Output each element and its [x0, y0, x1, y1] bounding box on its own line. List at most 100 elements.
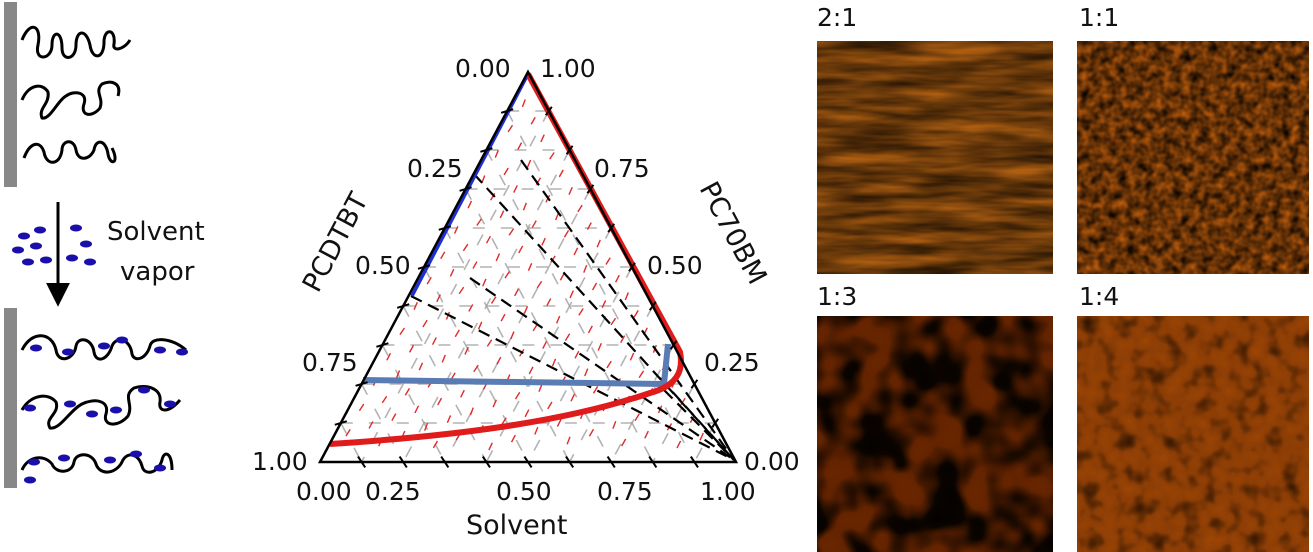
field-dash	[530, 116, 536, 125]
solvent-molecules	[12, 224, 96, 266]
field-dash	[476, 218, 482, 226]
field-dash	[514, 391, 521, 400]
bottom-axis-label: Solvent	[466, 510, 567, 541]
field-dash	[462, 243, 469, 252]
field-dash	[381, 395, 388, 404]
field-dash	[496, 356, 502, 365]
field-dash	[473, 364, 479, 373]
field-dash	[577, 204, 583, 213]
axis-tick	[523, 456, 533, 468]
field-dash	[490, 296, 497, 304]
axis-tick	[648, 301, 657, 311]
field-dash	[588, 428, 595, 437]
blue-boundary	[410, 73, 530, 297]
grid-line	[506, 110, 696, 463]
field-dash	[597, 342, 602, 351]
axis-tick	[500, 108, 514, 114]
axis-tick	[357, 456, 367, 468]
field-dash	[523, 305, 529, 314]
tie-line	[410, 295, 735, 461]
field-dash	[464, 346, 469, 355]
field-dash	[446, 415, 452, 424]
field-dash	[612, 420, 617, 429]
field-dash	[522, 202, 527, 211]
field-dash	[368, 421, 374, 429]
field-dash	[468, 304, 474, 312]
field-dash	[538, 383, 543, 392]
field-dash	[615, 274, 620, 283]
field-dash	[583, 264, 588, 273]
field-dash	[624, 292, 629, 301]
field-dash	[549, 152, 555, 160]
field-dash	[542, 341, 548, 349]
substrate-top	[4, 2, 17, 187]
field-dash	[676, 440, 682, 449]
field-dash	[570, 393, 576, 402]
field-dash	[395, 370, 401, 379]
field-dash	[386, 352, 392, 361]
axis-tick	[648, 456, 658, 468]
grid-line	[381, 344, 446, 463]
field-dash	[499, 210, 505, 219]
polymer-chains-top	[20, 26, 132, 164]
field-dash	[536, 280, 543, 289]
field-dash	[586, 222, 592, 230]
field-dash	[526, 159, 532, 168]
field-dash	[423, 422, 429, 431]
bottom-tick-025: 0.25	[365, 477, 421, 506]
field-dash	[620, 335, 626, 343]
field-dash	[449, 268, 455, 277]
solvent-vapor-label-1: Solvent	[107, 217, 205, 247]
field-dash	[531, 220, 537, 228]
field-dash	[638, 370, 645, 378]
field-dash	[541, 237, 546, 246]
field-dash	[540, 134, 545, 143]
grid-line	[444, 188, 592, 463]
axis-tick	[481, 456, 491, 468]
axis-tick	[417, 264, 431, 270]
afm-panel-1-3	[817, 316, 1053, 552]
axis-tick	[711, 418, 720, 428]
field-dash	[510, 331, 515, 340]
afm-panel-1-4	[1077, 316, 1309, 552]
axis-tick	[565, 456, 575, 468]
absorbed-solvent	[24, 336, 188, 484]
corner-top-label: 0.00	[455, 54, 511, 83]
field-dash	[485, 235, 492, 244]
axis-tick	[480, 147, 493, 153]
tick-marks	[334, 106, 720, 468]
field-dash	[568, 187, 573, 195]
axis-tick	[459, 186, 472, 192]
field-dash	[486, 339, 493, 347]
axis-tick	[440, 456, 450, 468]
axis-tick	[544, 106, 553, 116]
bottom-tick-050: 0.50	[496, 477, 552, 506]
field-dash	[460, 389, 465, 398]
field-dash	[605, 257, 611, 265]
field-dash	[578, 308, 584, 316]
field-dash	[492, 399, 497, 408]
field-dash	[418, 362, 424, 371]
tie-line	[473, 173, 735, 461]
afm-label-1-4: 1:4	[1079, 282, 1120, 311]
field-dash	[584, 368, 589, 377]
bottom-tick-000: 0.00	[296, 477, 352, 506]
axis-tick	[376, 342, 389, 348]
field-dash	[441, 354, 446, 363]
substrate-bottom	[4, 308, 17, 488]
grid-line	[610, 344, 675, 463]
tie-line	[469, 277, 735, 461]
field-dash	[596, 239, 601, 248]
field-dash	[534, 426, 539, 435]
field-dash	[477, 321, 483, 330]
afm-label-2-1: 2:1	[817, 3, 858, 32]
field-dash	[556, 419, 562, 427]
field-dash	[436, 294, 441, 303]
grid-line	[340, 422, 363, 463]
axis-tick	[607, 223, 616, 233]
field-dash	[503, 167, 509, 176]
field-dash	[546, 298, 552, 306]
field-dash	[494, 149, 499, 158]
afm-panel-2-1	[817, 41, 1053, 274]
field-dash	[601, 300, 607, 308]
